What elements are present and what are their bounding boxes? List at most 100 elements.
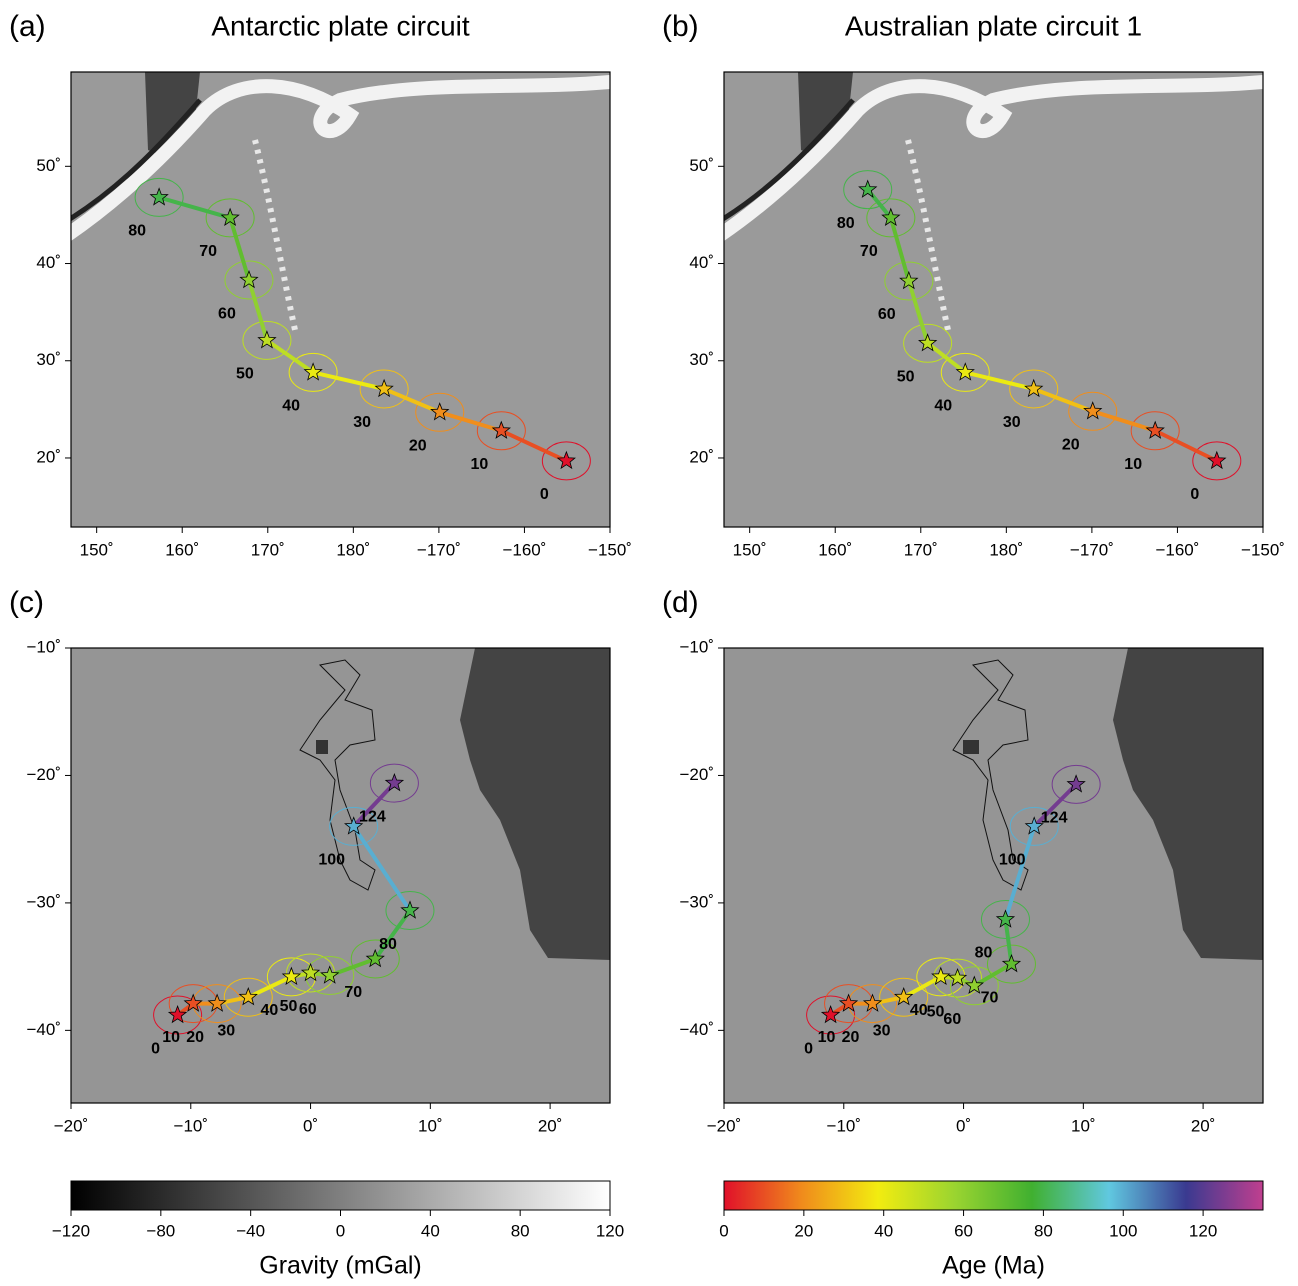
age-label: 124 — [1041, 810, 1068, 827]
track-segment — [264, 338, 316, 375]
y-tick-label: 50˚ — [689, 156, 714, 175]
age-label: 50 — [236, 366, 254, 383]
reconstructed-position — [899, 270, 919, 290]
uncertainty-ellipse — [359, 369, 409, 409]
colorbar-tick-label: 100 — [1109, 1221, 1137, 1240]
reconstructed-position — [183, 993, 203, 1012]
uncertainty-ellipse — [223, 977, 273, 1017]
x-tick-label: 10˚ — [418, 1116, 443, 1135]
reconstructed-position — [820, 1004, 841, 1024]
track-segment — [1032, 782, 1079, 829]
map-frame — [70, 647, 611, 1104]
colorbar — [70, 1180, 611, 1211]
colorbar-tick-label: 80 — [1034, 1221, 1053, 1240]
uncertainty-ellipse — [415, 392, 465, 432]
reconstructed-position — [374, 378, 394, 398]
reconstructed-position — [365, 948, 385, 968]
track-segment — [382, 386, 442, 415]
age-label: 10 — [470, 456, 488, 473]
reconstructed-position — [881, 207, 901, 227]
age-label: 70 — [860, 243, 878, 260]
x-tick-label: −10˚ — [174, 1116, 209, 1135]
age-label: 0 — [1190, 486, 1199, 503]
reconstructed-position — [239, 269, 259, 289]
reconstructed-position — [303, 362, 323, 381]
x-tick-label: 10˚ — [1071, 1116, 1096, 1135]
x-tick-label: −170˚ — [1070, 540, 1114, 559]
uncertainty-ellipse — [385, 891, 435, 931]
panel-title: Australian plate circuit 1 — [845, 10, 1142, 41]
uncertainty-ellipse — [329, 806, 379, 846]
age-label: 60 — [299, 1001, 317, 1018]
uncertainty-ellipse — [476, 411, 526, 451]
y-tick-label: 30˚ — [36, 350, 61, 369]
track-segment — [437, 410, 504, 433]
reconstructed-position — [556, 450, 576, 470]
track-segment — [1031, 386, 1095, 414]
uncertainty-ellipse — [1051, 764, 1101, 804]
uncertainty-ellipse — [940, 352, 990, 392]
colorbar-tick-label: 40 — [421, 1221, 440, 1240]
colorbar-tick-label: 0 — [336, 1221, 345, 1240]
reconstructed-position — [491, 420, 511, 439]
track-segment — [1153, 428, 1219, 463]
uncertainty-ellipse — [1068, 391, 1118, 431]
x-tick-label: −160˚ — [1155, 540, 1199, 559]
uncertainty-ellipse — [369, 763, 419, 803]
reconstructed-position — [862, 993, 883, 1012]
age-label: 20 — [186, 1029, 204, 1046]
reconstructed-position — [858, 179, 878, 198]
atlantic-basemap — [952, 648, 1263, 960]
y-tick-label: 40˚ — [36, 253, 61, 272]
age-label: 100 — [999, 852, 1026, 869]
reconstructed-position — [931, 966, 951, 986]
uncertainty-ellipse — [986, 944, 1036, 984]
x-tick-label: 170˚ — [904, 540, 938, 559]
age-label: 30 — [1003, 414, 1021, 431]
x-tick-label: 0˚ — [303, 1116, 318, 1135]
track-segment — [901, 974, 943, 1000]
colorbar-tick-label: −40 — [236, 1221, 265, 1240]
uncertainty-ellipse — [153, 995, 203, 1035]
colorbar-tick-label: 120 — [1189, 1221, 1217, 1240]
x-tick-label: 150˚ — [80, 540, 114, 559]
age-label: 30 — [217, 1022, 235, 1039]
uncertainty-ellipse — [879, 977, 929, 1017]
uncertainty-ellipse — [1130, 411, 1180, 451]
reconstructed-position — [947, 967, 968, 987]
y-tick-label: 20˚ — [689, 447, 714, 466]
age-label: 20 — [842, 1029, 860, 1046]
x-tick-label: 160˚ — [818, 540, 852, 559]
uncertainty-ellipse — [980, 899, 1030, 939]
reconstructed-position — [281, 966, 302, 986]
reconstructed-position — [400, 900, 420, 919]
reconstructed-position — [344, 816, 364, 835]
colorbar-tick-label: 80 — [511, 1221, 530, 1240]
age-label: 70 — [199, 243, 217, 260]
track-segment — [351, 824, 412, 913]
colorbar-tick-label: 40 — [874, 1221, 893, 1240]
reconstructed-position — [300, 962, 321, 982]
reconstructed-position — [430, 402, 450, 421]
track-segment — [1003, 824, 1037, 922]
age-label: 80 — [975, 945, 993, 962]
reconstructed-position — [384, 772, 405, 792]
reconstructed-position — [149, 187, 169, 206]
hotspot-track — [134, 177, 591, 481]
uncertainty-ellipse — [949, 966, 999, 1006]
age-label: 0 — [151, 1040, 160, 1057]
uncertainty-ellipse — [134, 177, 184, 217]
age-label: 30 — [353, 414, 371, 431]
x-tick-label: −170˚ — [417, 540, 461, 559]
reconstructed-position — [918, 333, 938, 352]
uncertainty-ellipse — [806, 995, 856, 1035]
age-label: 40 — [282, 398, 300, 415]
reconstructed-position — [964, 975, 984, 994]
uncertainty-ellipse — [866, 198, 916, 238]
x-tick-label: 20˚ — [538, 1116, 563, 1135]
hotspot-track — [843, 170, 1242, 481]
uncertainty-ellipse — [242, 320, 292, 360]
y-tick-label: −30˚ — [680, 892, 715, 911]
y-tick-label: −20˚ — [680, 765, 715, 784]
